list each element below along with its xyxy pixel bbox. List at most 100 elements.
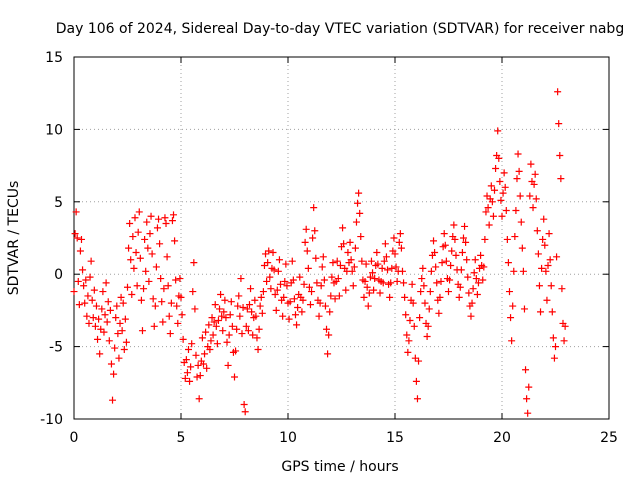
data-point-marker [130,264,138,272]
x-tick-label: 15 [386,430,404,446]
data-point-marker [398,267,406,275]
data-point-marker [418,275,426,283]
data-point-marker [291,311,299,319]
x-tick-label: 20 [493,430,511,446]
data-point-marker [311,227,319,235]
data-point-marker [335,292,343,300]
data-point-marker [258,309,266,317]
data-point-marker [96,350,104,358]
data-point-marker [468,299,476,307]
data-point-marker [190,259,198,267]
data-point-marker [319,253,327,261]
data-point-marker [183,369,191,377]
y-tick-label: 15 [45,50,63,66]
data-point-marker [150,322,158,330]
data-point-marker [155,215,163,223]
data-point-marker [119,299,127,307]
data-point-marker [358,257,366,265]
data-point-marker [497,196,505,204]
data-point-marker [226,311,234,319]
data-point-marker [156,240,164,248]
data-point-marker [555,120,563,128]
data-point-marker [427,267,435,275]
data-point-marker [561,322,569,330]
data-point-marker [289,276,297,284]
data-point-marker [193,373,201,381]
data-point-marker [519,267,527,275]
data-point-marker [310,204,318,212]
data-point-marker [316,299,324,307]
data-point-marker [526,192,534,200]
data-point-marker [73,234,81,242]
data-point-marker [243,305,251,313]
data-point-marker [286,298,294,306]
data-point-marker [137,296,145,304]
data-point-marker [88,296,96,304]
data-point-marker [326,308,334,316]
data-point-marker [249,331,257,339]
data-point-marker [329,259,337,267]
data-point-marker [351,244,359,252]
data-point-marker [334,275,342,283]
data-point-marker [179,335,187,343]
data-point-marker [408,280,416,288]
data-point-marker [492,164,500,172]
data-point-marker [560,337,568,345]
data-point-marker [514,150,522,158]
data-point-marker [333,257,341,265]
data-point-marker [128,290,136,298]
data-point-marker [540,215,548,223]
data-point-marker [421,299,429,307]
data-point-marker [210,318,218,326]
data-point-marker [267,285,275,293]
data-point-marker [417,288,425,296]
data-point-marker [172,276,180,284]
data-point-marker [365,289,373,297]
data-point-marker [347,256,355,264]
data-point-marker [114,330,122,338]
data-point-marker [557,175,565,183]
data-point-marker [216,305,224,313]
data-point-marker [541,241,549,249]
data-point-marker [92,302,100,310]
data-point-marker [251,296,259,304]
data-point-marker [457,266,465,274]
data-point-marker [512,206,520,214]
data-point-marker [533,227,541,235]
data-point-marker [488,198,496,206]
data-point-marker [273,286,281,294]
data-point-marker [413,395,421,403]
data-point-marker [323,325,331,333]
data-point-marker [386,293,394,301]
data-point-marker [513,175,521,183]
data-point-marker [530,180,538,188]
y-tick-label: 10 [45,122,63,138]
data-point-marker [143,218,151,226]
data-point-marker [279,312,287,320]
data-point-marker [509,302,517,310]
data-point-marker [355,189,363,197]
data-point-marker [265,247,273,255]
data-point-marker [373,248,381,256]
data-point-marker [199,360,207,368]
data-point-marker [410,322,418,330]
data-point-marker [538,264,546,272]
data-point-marker [77,235,85,243]
x-tick-labels: 0 5 10 15 20 25 [70,430,618,446]
data-point-marker [174,319,182,327]
data-point-marker [74,277,82,285]
y-tick-label: 5 [54,195,63,211]
data-point-marker [451,235,459,243]
data-point-marker [552,343,559,351]
data-point-marker [126,220,134,228]
data-point-marker [259,288,267,296]
data-point-marker [81,299,89,307]
data-point-marker [167,299,175,307]
data-point-marker [447,262,455,270]
data-point-marker [205,321,213,329]
data-point-marker [472,275,480,283]
data-point-marker [545,230,553,238]
data-point-marker [94,335,102,343]
data-point-marker [433,279,441,287]
data-point-marker [510,267,518,275]
